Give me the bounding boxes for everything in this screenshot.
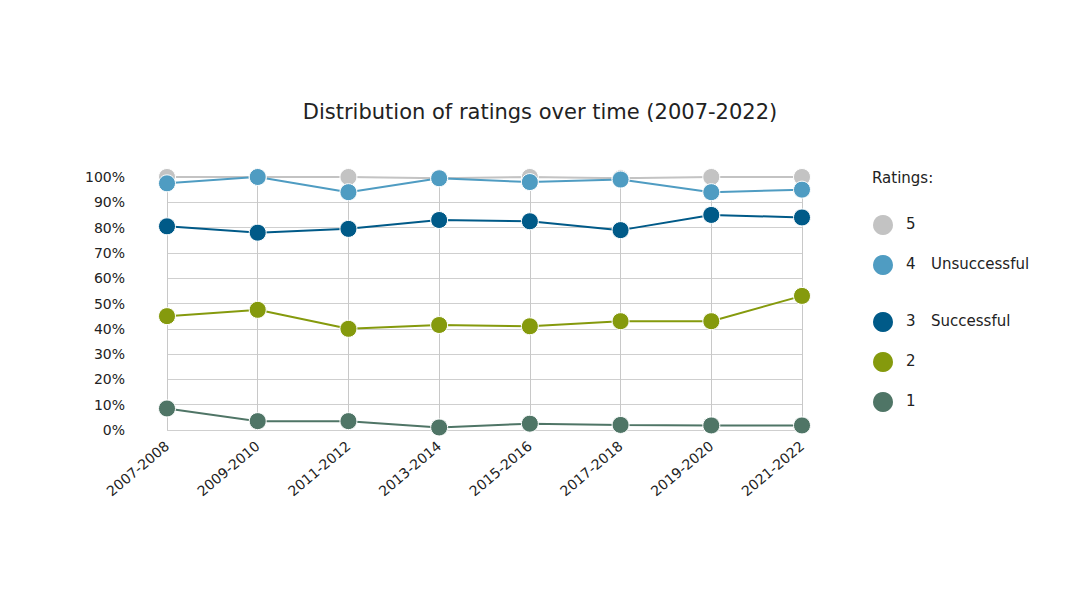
svg-text:2017-2018: 2017-2018: [557, 438, 626, 499]
svg-text:2021-2022: 2021-2022: [738, 438, 807, 499]
svg-text:Unsuccessful: Unsuccessful: [931, 255, 1029, 273]
svg-text:70%: 70%: [94, 245, 125, 261]
svg-text:60%: 60%: [94, 270, 125, 286]
svg-text:5: 5: [906, 215, 916, 233]
svg-text:Distribution of ratings over t: Distribution of ratings over time (2007-…: [303, 100, 777, 124]
svg-text:80%: 80%: [94, 220, 125, 236]
svg-text:1: 1: [906, 392, 916, 410]
svg-text:4: 4: [906, 255, 916, 273]
svg-text:2015-2016: 2015-2016: [466, 438, 535, 499]
svg-text:30%: 30%: [94, 346, 125, 362]
svg-text:2013-2014: 2013-2014: [376, 438, 445, 499]
svg-text:2009-2010: 2009-2010: [194, 438, 263, 499]
svg-text:Successful: Successful: [931, 312, 1010, 330]
svg-text:2011-2012: 2011-2012: [285, 438, 354, 499]
svg-text:100%: 100%: [85, 169, 125, 185]
svg-text:40%: 40%: [94, 321, 125, 337]
svg-text:Ratings:: Ratings:: [872, 169, 933, 187]
svg-text:3: 3: [906, 312, 916, 330]
svg-text:2019-2020: 2019-2020: [648, 438, 717, 499]
svg-text:10%: 10%: [94, 397, 125, 413]
svg-text:0%: 0%: [103, 422, 125, 438]
svg-text:2007-2008: 2007-2008: [103, 438, 172, 499]
svg-text:90%: 90%: [94, 194, 125, 210]
svg-text:50%: 50%: [94, 296, 125, 312]
svg-text:2: 2: [906, 352, 916, 370]
svg-text:20%: 20%: [94, 371, 125, 387]
